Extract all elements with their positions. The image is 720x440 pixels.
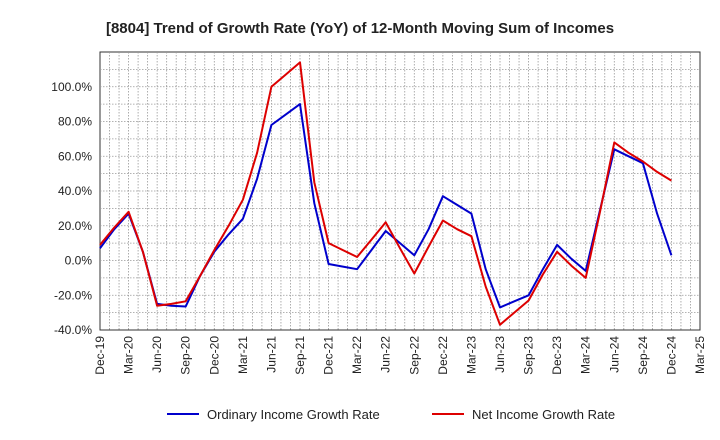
x-tick-label: Sep-22 [407, 336, 421, 375]
grid [100, 52, 700, 330]
y-tick-label: -40.0% [54, 323, 92, 337]
x-tick-label: Dec-20 [207, 336, 221, 375]
legend-label: Ordinary Income Growth Rate [207, 407, 380, 422]
y-tick-label: 100.0% [51, 80, 92, 94]
x-tick-label: Mar-23 [464, 336, 478, 374]
y-tick-label: 20.0% [58, 219, 92, 233]
x-tick-label: Mar-20 [122, 336, 136, 374]
y-tick-label: 40.0% [58, 184, 92, 198]
series-lines [99, 61, 673, 326]
x-tick-label: Mar-21 [236, 336, 250, 374]
x-tick-label: Dec-22 [436, 336, 450, 375]
x-tick-label: Mar-24 [579, 336, 593, 374]
legend-label: Net Income Growth Rate [472, 407, 615, 422]
x-tick-label: Jun-21 [264, 336, 278, 373]
net-income-growth-line [99, 61, 672, 326]
x-tick-label: Jun-24 [607, 336, 621, 373]
legend: Ordinary Income Growth Rate Net Income Gr… [167, 407, 615, 422]
x-tick-label: Dec-23 [550, 336, 564, 375]
y-tick-label: -20.0% [54, 288, 92, 302]
x-tick-label: Sep-24 [636, 336, 650, 375]
x-tick-label: Jun-23 [493, 336, 507, 373]
x-tick-label: Sep-20 [179, 336, 193, 375]
x-tick-label: Dec-21 [322, 336, 336, 375]
y-tick-label: 80.0% [58, 115, 92, 129]
x-tick-label: Dec-24 [664, 336, 678, 375]
x-tick-label: Jun-20 [150, 336, 164, 373]
y-tick-label: 0.0% [65, 254, 93, 268]
chart-title: [8804] Trend of Growth Rate (YoY) of 12-… [106, 20, 614, 37]
axis-labels: -40.0% -20.0% 0.0% 20.0% 40.0% 60.0% 80.0% 100.… [51, 80, 707, 375]
x-tick-label: Mar-22 [350, 336, 364, 374]
x-tick-label: Sep-21 [293, 336, 307, 375]
x-tick-label: Mar-25 [693, 336, 707, 374]
y-tick-label: 60.0% [58, 149, 92, 163]
x-tick-label: Jun-22 [379, 336, 393, 373]
x-tick-label: Sep-23 [522, 336, 536, 375]
x-tick-label: Dec-19 [93, 336, 107, 375]
